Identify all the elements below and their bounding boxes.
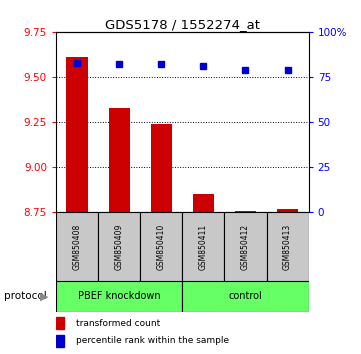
- Bar: [56, 281, 182, 312]
- Bar: [193, 194, 214, 212]
- Bar: [182, 281, 309, 312]
- Bar: [266, 212, 309, 281]
- Bar: [56, 212, 98, 281]
- Bar: [277, 209, 298, 212]
- Bar: [56, 335, 64, 347]
- Bar: [98, 212, 140, 281]
- Text: ▶: ▶: [40, 291, 49, 302]
- Bar: [140, 212, 182, 281]
- Bar: [66, 57, 87, 212]
- Text: GSM850409: GSM850409: [115, 224, 123, 270]
- Text: PBEF knockdown: PBEF knockdown: [78, 291, 160, 302]
- Bar: [182, 212, 225, 281]
- Text: GSM850412: GSM850412: [241, 224, 250, 270]
- Bar: [235, 211, 256, 212]
- Bar: [56, 317, 64, 329]
- Text: control: control: [229, 291, 262, 302]
- Text: GSM850408: GSM850408: [73, 224, 82, 270]
- Text: GSM850411: GSM850411: [199, 224, 208, 270]
- Text: protocol: protocol: [4, 291, 46, 302]
- Text: percentile rank within the sample: percentile rank within the sample: [76, 336, 229, 346]
- Text: transformed count: transformed count: [76, 319, 160, 328]
- Text: GSM850410: GSM850410: [157, 224, 166, 270]
- Text: GSM850413: GSM850413: [283, 224, 292, 270]
- Title: GDS5178 / 1552274_at: GDS5178 / 1552274_at: [105, 18, 260, 31]
- Bar: [151, 124, 172, 212]
- Bar: [109, 108, 130, 212]
- Bar: [225, 212, 266, 281]
